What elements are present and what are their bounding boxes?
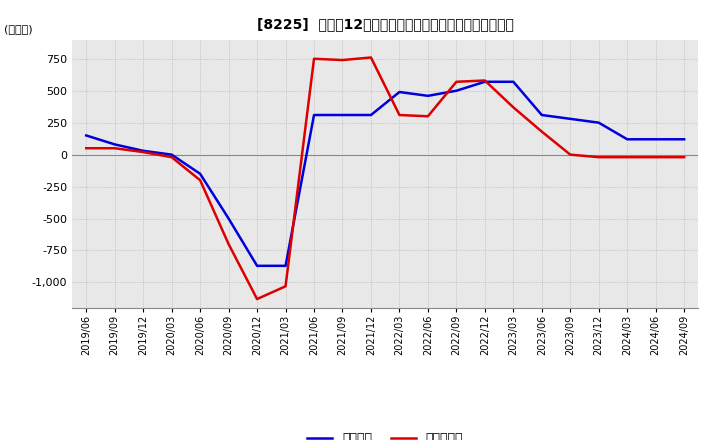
当期純利益: [680, 154, 688, 160]
経常利益: [395, 89, 404, 95]
経常利益: [452, 88, 461, 93]
Legend: 経常利益, 当期純利益: 経常利益, 当期純利益: [302, 427, 468, 440]
当期純利益: [167, 154, 176, 160]
Line: 当期純利益: 当期純利益: [86, 58, 684, 299]
当期純利益: [253, 297, 261, 302]
当期純利益: [82, 146, 91, 151]
Line: 経常利益: 経常利益: [86, 82, 684, 266]
経常利益: [196, 171, 204, 176]
経常利益: [480, 79, 489, 84]
当期純利益: [537, 129, 546, 134]
経常利益: [623, 137, 631, 142]
経常利益: [225, 216, 233, 221]
経常利益: [680, 137, 688, 142]
Y-axis label: (百万円): (百万円): [4, 24, 33, 34]
経常利益: [110, 142, 119, 147]
当期純利益: [282, 284, 290, 289]
経常利益: [310, 112, 318, 117]
当期純利益: [423, 114, 432, 119]
経常利益: [167, 152, 176, 157]
経常利益: [338, 112, 347, 117]
経常利益: [423, 93, 432, 99]
当期純利益: [452, 79, 461, 84]
当期純利益: [338, 57, 347, 62]
当期純利益: [595, 154, 603, 160]
当期純利益: [509, 105, 518, 110]
当期純利益: [366, 55, 375, 60]
経常利益: [139, 148, 148, 154]
経常利益: [652, 137, 660, 142]
経常利益: [282, 263, 290, 268]
経常利益: [82, 133, 91, 138]
当期純利益: [395, 112, 404, 117]
当期純利益: [225, 242, 233, 247]
当期純利益: [652, 154, 660, 160]
当期純利益: [623, 154, 631, 160]
経常利益: [509, 79, 518, 84]
Title: [8225]  利益の12か月移動合計の対前年同期増減額の推移: [8225] 利益の12か月移動合計の対前年同期増減額の推移: [257, 18, 513, 32]
当期純利益: [480, 78, 489, 83]
当期純利益: [310, 56, 318, 62]
経常利益: [253, 263, 261, 268]
当期純利益: [110, 146, 119, 151]
当期純利益: [139, 150, 148, 155]
当期純利益: [566, 152, 575, 157]
経常利益: [566, 116, 575, 121]
経常利益: [366, 112, 375, 117]
経常利益: [537, 112, 546, 117]
経常利益: [595, 120, 603, 125]
当期純利益: [196, 178, 204, 183]
